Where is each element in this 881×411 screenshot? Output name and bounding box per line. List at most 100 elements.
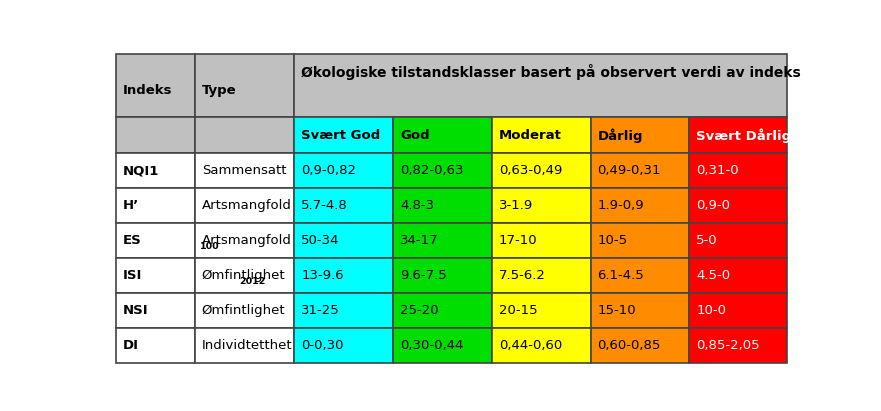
Bar bbox=[294, 188, 393, 223]
Text: 0,9-0,82: 0,9-0,82 bbox=[301, 164, 356, 177]
Bar bbox=[590, 188, 689, 223]
Bar bbox=[115, 118, 195, 153]
Text: Artsmangfold: Artsmangfold bbox=[202, 234, 292, 247]
Text: 6.1-4.5: 6.1-4.5 bbox=[597, 269, 644, 282]
Text: 10-0: 10-0 bbox=[696, 304, 726, 317]
Bar bbox=[492, 258, 590, 293]
Bar bbox=[195, 118, 294, 153]
Bar bbox=[689, 118, 788, 153]
Text: 4.8-3: 4.8-3 bbox=[400, 199, 434, 212]
Text: H’: H’ bbox=[122, 199, 138, 212]
Bar bbox=[590, 258, 689, 293]
Text: NQI1: NQI1 bbox=[122, 164, 159, 177]
Text: 2012: 2012 bbox=[239, 277, 265, 286]
Bar bbox=[492, 223, 590, 258]
Text: Moderat: Moderat bbox=[499, 129, 561, 142]
Bar bbox=[492, 118, 590, 153]
Bar bbox=[195, 258, 294, 293]
Text: 0,60-0,85: 0,60-0,85 bbox=[597, 339, 661, 352]
Bar bbox=[294, 293, 393, 328]
Text: 13-9.6: 13-9.6 bbox=[301, 269, 344, 282]
Bar bbox=[115, 223, 195, 258]
Text: 50-34: 50-34 bbox=[301, 234, 340, 247]
Text: NSI: NSI bbox=[122, 304, 148, 317]
Text: 0,49-0,31: 0,49-0,31 bbox=[597, 164, 661, 177]
Text: Type: Type bbox=[202, 84, 236, 97]
Text: 5.7-4.8: 5.7-4.8 bbox=[301, 199, 348, 212]
Text: Sammensatt: Sammensatt bbox=[202, 164, 286, 177]
Bar bbox=[492, 188, 590, 223]
Text: 0,31-0: 0,31-0 bbox=[696, 164, 739, 177]
Bar bbox=[590, 328, 689, 363]
Text: 0,30-0,44: 0,30-0,44 bbox=[400, 339, 463, 352]
Bar bbox=[689, 293, 788, 328]
Text: 3-1.9: 3-1.9 bbox=[499, 199, 533, 212]
Text: 0-0,30: 0-0,30 bbox=[301, 339, 344, 352]
Text: 25-20: 25-20 bbox=[400, 304, 439, 317]
Text: DI: DI bbox=[122, 339, 138, 352]
Text: Artsmangfold: Artsmangfold bbox=[202, 199, 292, 212]
Bar bbox=[195, 54, 294, 118]
Text: 1.9-0,9: 1.9-0,9 bbox=[597, 199, 644, 212]
Bar bbox=[492, 293, 590, 328]
Text: Individtetthet: Individtetthet bbox=[202, 339, 292, 352]
Bar bbox=[294, 54, 788, 118]
Text: God: God bbox=[400, 129, 430, 142]
Bar bbox=[195, 153, 294, 188]
Text: 0,82-0,63: 0,82-0,63 bbox=[400, 164, 463, 177]
Text: 34-17: 34-17 bbox=[400, 234, 439, 247]
Bar bbox=[195, 328, 294, 363]
Bar bbox=[294, 223, 393, 258]
Text: 0,44-0,60: 0,44-0,60 bbox=[499, 339, 562, 352]
Text: 7.5-6.2: 7.5-6.2 bbox=[499, 269, 545, 282]
Bar bbox=[393, 188, 492, 223]
Text: ISI: ISI bbox=[122, 269, 142, 282]
Text: 0,63-0,49: 0,63-0,49 bbox=[499, 164, 562, 177]
Bar bbox=[492, 328, 590, 363]
Text: 0,85-2,05: 0,85-2,05 bbox=[696, 339, 759, 352]
Text: 17-10: 17-10 bbox=[499, 234, 537, 247]
Bar bbox=[689, 153, 788, 188]
Bar bbox=[689, 258, 788, 293]
Text: 0,9-0: 0,9-0 bbox=[696, 199, 730, 212]
Bar bbox=[590, 223, 689, 258]
Bar bbox=[590, 153, 689, 188]
Text: 20-15: 20-15 bbox=[499, 304, 537, 317]
Bar bbox=[294, 153, 393, 188]
Text: 31-25: 31-25 bbox=[301, 304, 340, 317]
Bar bbox=[195, 188, 294, 223]
Text: 15-10: 15-10 bbox=[597, 304, 636, 317]
Bar bbox=[195, 223, 294, 258]
Text: 5-0: 5-0 bbox=[696, 234, 718, 247]
Text: Svært God: Svært God bbox=[301, 129, 381, 142]
Bar bbox=[393, 223, 492, 258]
Text: ES: ES bbox=[122, 234, 141, 247]
Bar bbox=[115, 153, 195, 188]
Text: 100: 100 bbox=[200, 242, 220, 252]
Bar bbox=[689, 188, 788, 223]
Bar bbox=[492, 153, 590, 188]
Text: 4.5-0: 4.5-0 bbox=[696, 269, 730, 282]
Bar bbox=[294, 258, 393, 293]
Bar bbox=[115, 293, 195, 328]
Bar bbox=[115, 328, 195, 363]
Bar bbox=[115, 188, 195, 223]
Bar bbox=[393, 118, 492, 153]
Bar bbox=[393, 153, 492, 188]
Bar bbox=[689, 328, 788, 363]
Text: Svært Dårlig: Svært Dårlig bbox=[696, 128, 791, 143]
Text: Økologiske tilstandsklasser basert på observert verdi av indeks: Økologiske tilstandsklasser basert på ob… bbox=[301, 64, 801, 80]
Text: Dårlig: Dårlig bbox=[597, 128, 643, 143]
Bar bbox=[393, 258, 492, 293]
Text: 10-5: 10-5 bbox=[597, 234, 627, 247]
Bar bbox=[689, 223, 788, 258]
Bar bbox=[294, 328, 393, 363]
Bar bbox=[590, 118, 689, 153]
Bar bbox=[393, 293, 492, 328]
Bar bbox=[294, 118, 393, 153]
Text: Ømfintlighet: Ømfintlighet bbox=[202, 304, 285, 317]
Text: Indeks: Indeks bbox=[122, 84, 172, 97]
Text: Ømfintlighet: Ømfintlighet bbox=[202, 269, 285, 282]
Bar bbox=[195, 293, 294, 328]
Bar bbox=[393, 328, 492, 363]
